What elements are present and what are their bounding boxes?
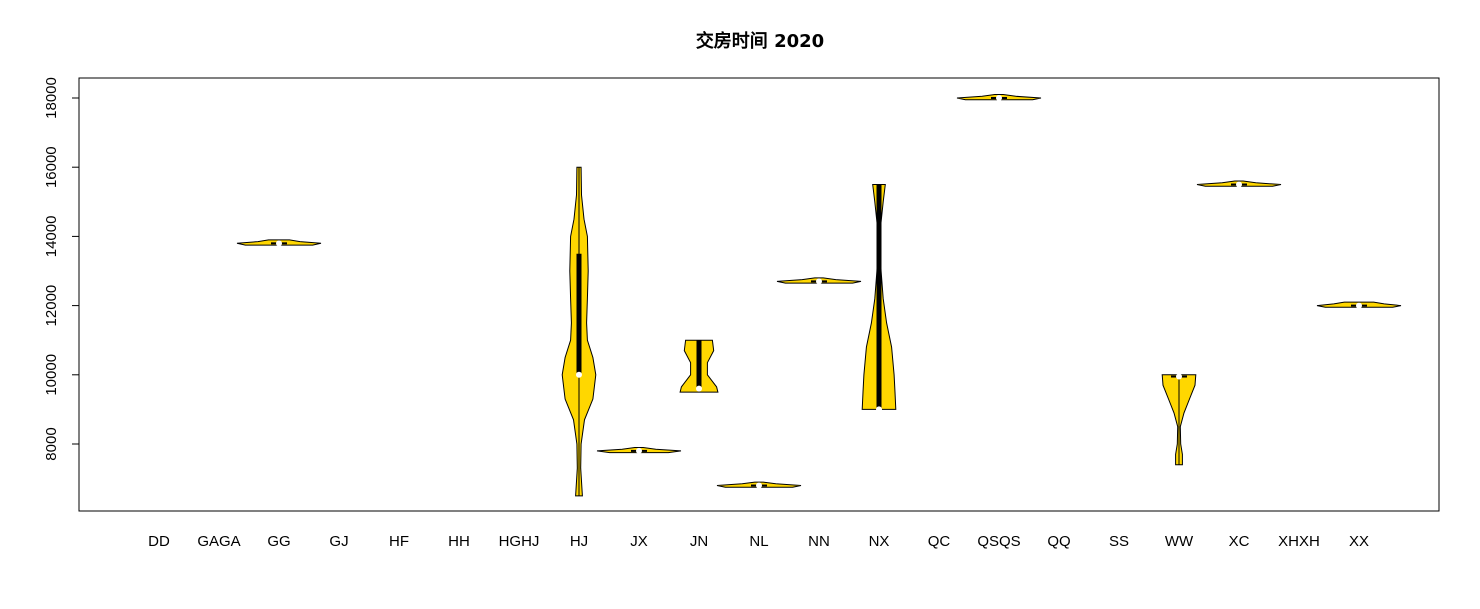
violin-median-point: [816, 278, 822, 285]
x-tick-label: HGHJ: [499, 533, 540, 550]
x-tick-label: QC: [928, 533, 951, 550]
x-tick-label: DD: [148, 533, 170, 550]
x-tick-label: HF: [389, 533, 409, 550]
x-tick-label: QSQS: [977, 533, 1020, 550]
x-tick-label: HJ: [570, 533, 588, 550]
x-tick-label: XHXH: [1278, 533, 1320, 550]
violin-median-point: [1236, 181, 1242, 188]
violins: [236, 94, 1402, 497]
violin-median-point: [1176, 373, 1182, 380]
x-tick-label: WW: [1165, 533, 1194, 550]
violin-median-point: [276, 240, 282, 247]
violin-median-point: [1356, 302, 1362, 309]
x-tick-label: SS: [1109, 533, 1129, 550]
y-tick-label: 10000: [43, 354, 60, 396]
violin-median-point: [876, 406, 882, 413]
x-tick-label: GAGA: [197, 533, 240, 550]
violin-nl: [716, 481, 802, 489]
chart-title: 交房时间 2020: [696, 30, 824, 52]
x-tick-label: NL: [749, 533, 768, 550]
violin-jn: [679, 339, 719, 393]
x-tick-label: HH: [448, 533, 470, 550]
violin-median-point: [576, 371, 582, 378]
violin-nn: [776, 277, 862, 285]
x-tick-label: XC: [1229, 533, 1250, 550]
violin-median-point: [996, 95, 1002, 101]
y-tick-label: 12000: [43, 285, 60, 327]
violin-qsqs: [956, 94, 1042, 101]
violin-jx: [596, 447, 682, 454]
y-tick-label: 16000: [43, 146, 60, 188]
violin-gg: [236, 239, 322, 247]
y-axis: 8000 10000 12000 14000 16000 18000: [43, 77, 80, 461]
violin-nx: [861, 184, 897, 413]
violin-median-point: [696, 385, 702, 392]
y-tick-label: 8000: [43, 427, 60, 460]
violin-hj: [561, 166, 597, 497]
y-tick-label: 18000: [43, 77, 60, 119]
x-tick-label: QQ: [1047, 533, 1070, 550]
violin-xx: [1316, 301, 1402, 309]
violin-median-point: [636, 447, 642, 454]
y-tick-label: 14000: [43, 216, 60, 258]
x-tick-label: NN: [808, 533, 830, 550]
x-tick-label: GJ: [329, 533, 348, 550]
plot-frame: [78, 77, 1440, 512]
x-axis: DD GAGA GG GJ HF HH HGHJ HJ JX JN NL NN NX QC QSQS QQ SS…: [148, 533, 1369, 550]
x-tick-label: JX: [630, 533, 648, 550]
violin-ww: [1161, 373, 1197, 466]
x-tick-label: NX: [869, 533, 890, 550]
violin-xc: [1196, 180, 1282, 188]
x-tick-label: GG: [267, 533, 290, 550]
violin-median-point: [756, 482, 762, 489]
x-tick-label: XX: [1349, 533, 1369, 550]
x-tick-label: JN: [690, 533, 708, 550]
